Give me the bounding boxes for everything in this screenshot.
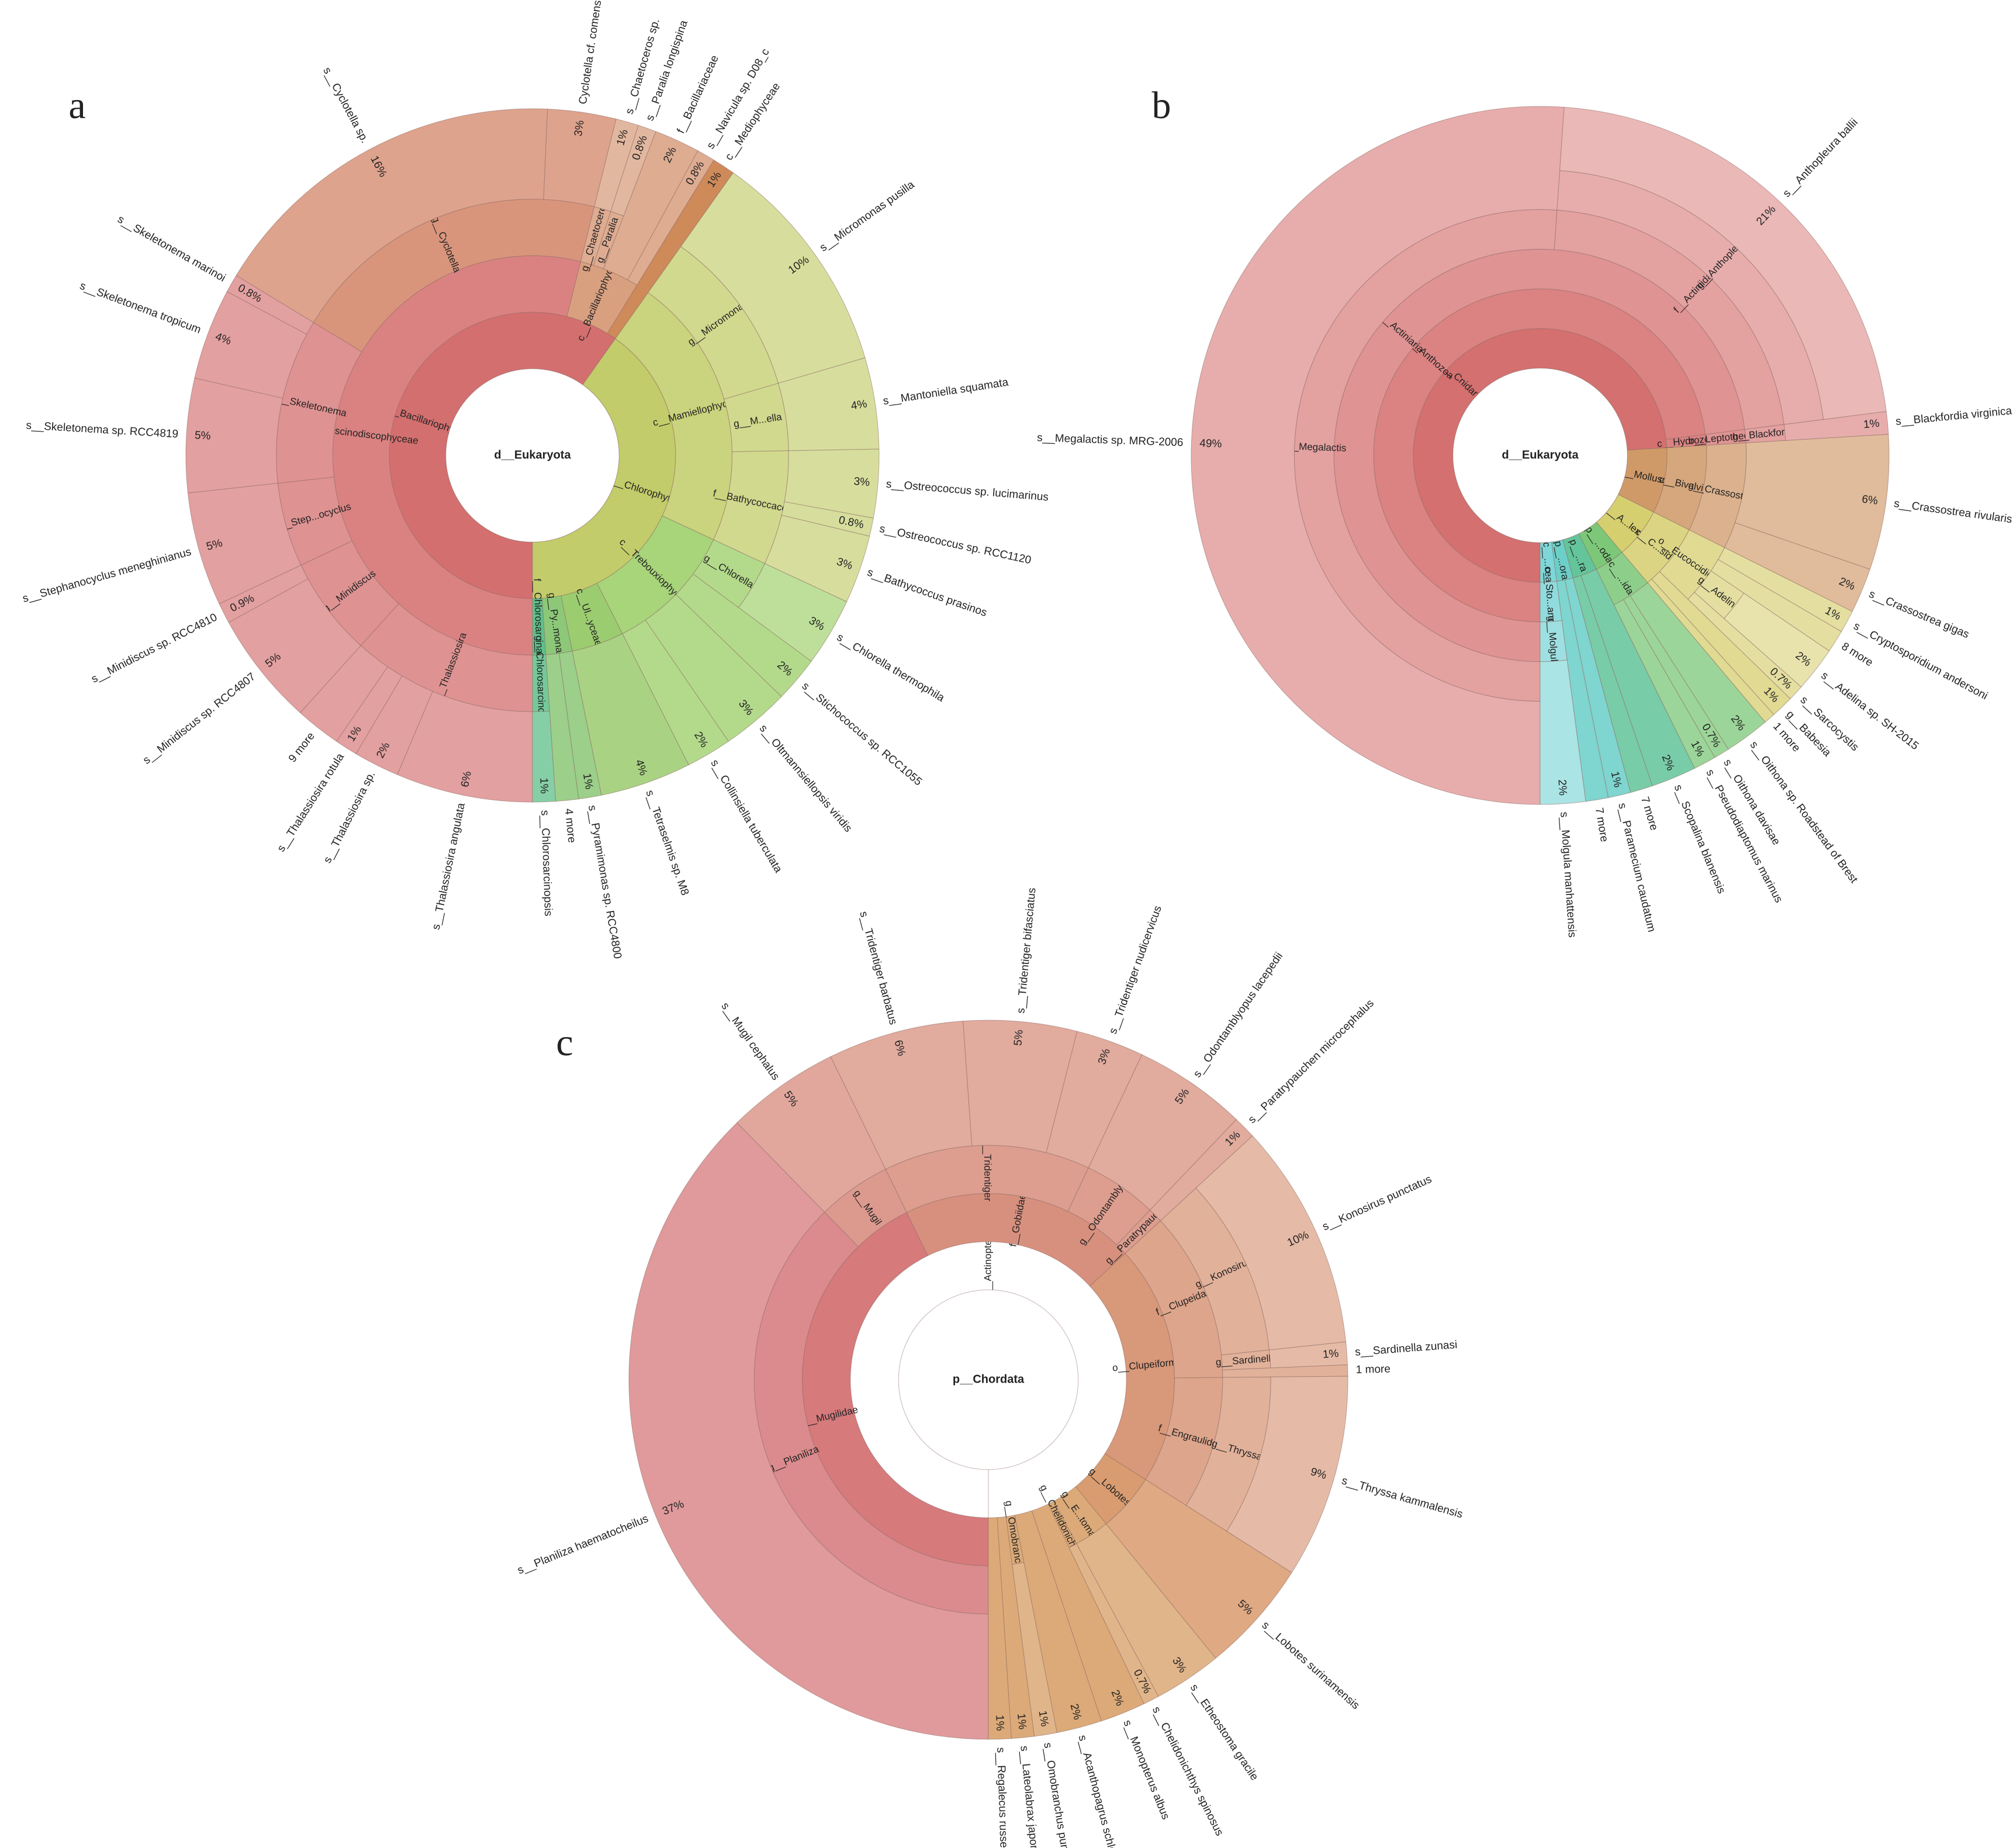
percent-label: 1% bbox=[1863, 417, 1880, 431]
node-label: c__Actinopteri bbox=[982, 1234, 993, 1297]
node-label: g__Tridentiger bbox=[982, 1138, 994, 1201]
percent-label: 3% bbox=[572, 119, 587, 137]
node-label: c__...cea bbox=[1541, 542, 1555, 583]
percent-label: 1% bbox=[537, 778, 550, 794]
leaf-wedge bbox=[1559, 106, 1887, 420]
percent-label: 49% bbox=[1199, 437, 1222, 450]
center-hole bbox=[898, 1289, 1079, 1470]
percent-label: 1% bbox=[1015, 1713, 1029, 1730]
percent-label: 3% bbox=[853, 475, 870, 489]
node-label: g__Megalactis bbox=[1282, 440, 1346, 454]
center-label: d__Eukaryota bbox=[1502, 448, 1579, 461]
percent-label: 1% bbox=[993, 1715, 1006, 1731]
leaf-wedge bbox=[628, 1122, 989, 1740]
percent-label: 6% bbox=[1861, 493, 1879, 507]
percent-label: 5% bbox=[194, 429, 211, 443]
percent-label: 1% bbox=[580, 772, 595, 790]
leaf-wedge bbox=[532, 710, 556, 803]
leaf-wedge bbox=[988, 1517, 1012, 1740]
percent-label: 5% bbox=[1012, 1029, 1025, 1046]
percent-label: 4% bbox=[850, 398, 868, 413]
percent-label: 1% bbox=[1036, 1709, 1050, 1728]
center-hole bbox=[1452, 368, 1628, 543]
panel-label: c bbox=[556, 1021, 573, 1064]
leaf-wedge bbox=[1540, 659, 1586, 805]
panel-label: a bbox=[68, 84, 85, 127]
percent-label: 1% bbox=[1322, 1348, 1339, 1361]
center-label: p__Chordata bbox=[953, 1373, 1025, 1386]
center-hole bbox=[445, 368, 620, 543]
leaf-wedge bbox=[236, 108, 548, 323]
center-label: d__Eukaryota bbox=[494, 448, 571, 461]
leaf-wedge bbox=[1191, 106, 1565, 805]
panel-label: b bbox=[1152, 84, 1171, 127]
species-label: 1 more bbox=[1356, 1363, 1391, 1376]
percent-label: 2% bbox=[1555, 779, 1569, 796]
